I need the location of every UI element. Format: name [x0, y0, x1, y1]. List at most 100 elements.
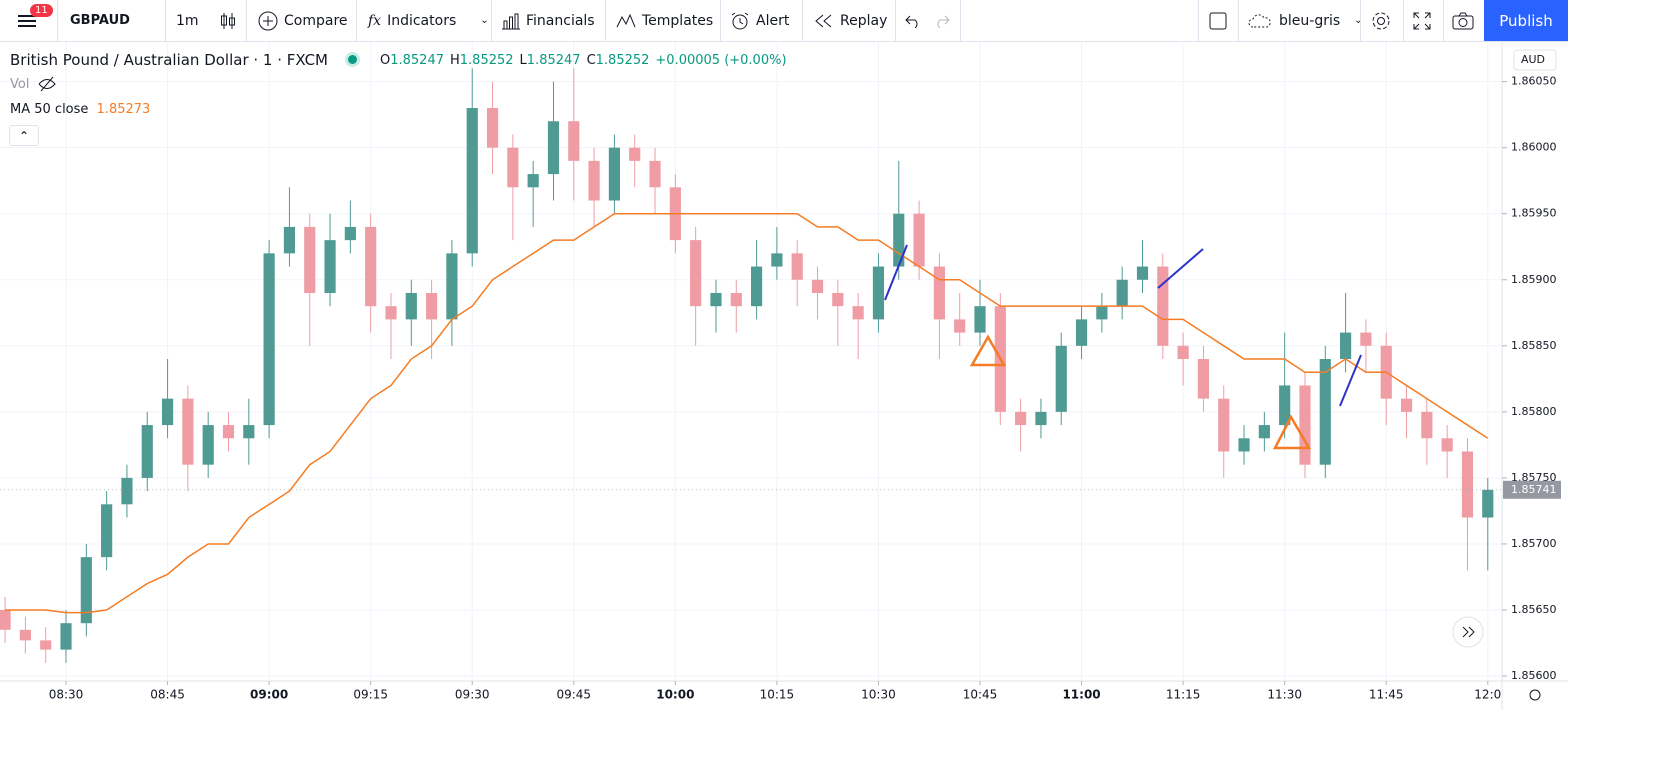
candle-body [1177, 345, 1189, 360]
layout-name[interactable]: bleu-gris ⌄ [1247, 0, 1363, 41]
candle-body [527, 174, 539, 188]
symbol[interactable]: GBPAUD [70, 13, 130, 28]
financials-label: Financials [526, 12, 595, 29]
y-tick-label: 1.85900 [1511, 273, 1557, 286]
candle-body [1055, 345, 1067, 412]
expand-icon [1413, 12, 1431, 29]
y-tick-label: 1.85700 [1511, 537, 1557, 550]
hidden-icon [38, 76, 56, 92]
candle-body [588, 160, 600, 201]
square-icon [1209, 12, 1227, 29]
candle-body [1136, 266, 1149, 280]
candle-body [1461, 451, 1474, 518]
currency-button[interactable] [1513, 49, 1557, 71]
candle-body [141, 425, 153, 478]
compare[interactable]: Compare [258, 0, 348, 41]
candle-body [1238, 438, 1250, 452]
candle-body [1075, 319, 1088, 346]
candle-body [466, 108, 478, 254]
replay[interactable]: Replay [814, 0, 887, 41]
candle-body [791, 253, 803, 280]
candle-body [852, 306, 864, 320]
cloud-icon [1248, 13, 1271, 27]
chart-style[interactable] [220, 0, 236, 41]
candle-body [832, 292, 844, 307]
candle-body [19, 629, 31, 641]
undo-icon [905, 15, 918, 28]
redo[interactable] [934, 0, 950, 41]
candle-body [507, 147, 519, 188]
candle-body [304, 226, 316, 293]
scroll-icon [1462, 626, 1475, 638]
candle-body [1299, 385, 1311, 465]
symbol-title: British Pound / Australian Dollar · 1 · … [10, 51, 329, 69]
candle-body [365, 226, 377, 307]
financials[interactable]: Financials [502, 0, 595, 41]
layout-toggle[interactable] [1208, 0, 1228, 41]
last-price-box [1503, 480, 1561, 499]
gear-icon [1372, 12, 1390, 29]
chevron: ⌄ [1354, 15, 1363, 26]
candle-body [263, 253, 275, 426]
candle-body [730, 292, 742, 307]
y-tick-label: 1.86050 [1511, 75, 1557, 88]
camera-icon [1452, 12, 1474, 29]
candle-body [182, 398, 194, 465]
snapshot[interactable] [1452, 0, 1474, 41]
compare-label: Compare [284, 12, 348, 29]
ma-legend: MA 50 close 1.85273 [10, 102, 150, 117]
indicators[interactable]: fx Indicators ⌄ [368, 0, 489, 41]
y-tick-label: 1.85950 [1511, 207, 1557, 220]
candle-body [385, 306, 397, 320]
axis-settings[interactable] [1529, 689, 1541, 701]
candle-body [710, 292, 722, 307]
templates[interactable]: Templates [616, 0, 713, 41]
candle-body [1279, 385, 1291, 426]
candle-body [426, 292, 438, 320]
toolbar: 11 GBPAUD 1m Compare fx Indicators ⌄ Finan… [0, 0, 1568, 42]
fullscreen[interactable] [1412, 0, 1432, 41]
alert[interactable]: Alert [730, 0, 789, 41]
drawings [884, 244, 1362, 450]
candle-body [161, 398, 174, 426]
candle-body [893, 213, 905, 267]
y-tick-label: 1.85650 [1511, 603, 1557, 616]
undo[interactable] [905, 0, 921, 41]
candle-body [324, 240, 336, 293]
alarm-icon [731, 12, 749, 29]
candle-body [1421, 411, 1433, 439]
candle-body [933, 266, 945, 320]
x-tick-label: 12:0 [1474, 688, 1501, 702]
collapse-button[interactable]: ⌃ [9, 125, 39, 146]
candle-body [405, 292, 417, 320]
candle-body [751, 266, 763, 307]
badge: 11 [30, 4, 53, 17]
candle-body [608, 147, 620, 201]
interval[interactable]: 1m [176, 12, 199, 29]
ohlc-value: 1.85252 [459, 53, 514, 68]
triangle [1272, 414, 1312, 450]
ohlc-value: 1.85252 [595, 53, 650, 68]
ohlc-value: 1.85247 [390, 53, 444, 68]
y-tick-label: 1.85800 [1511, 405, 1557, 418]
ohlc-key: L [519, 53, 527, 68]
candle-body [771, 253, 783, 267]
publish-button[interactable]: Publish [1484, 0, 1568, 41]
layout-label: bleu-gris [1279, 12, 1341, 29]
candle-body [629, 147, 641, 161]
x-tick-label: 11:30 [1267, 688, 1302, 702]
candle-body [243, 425, 255, 439]
candle-body [40, 640, 52, 650]
chevron: ⌄ [480, 15, 489, 26]
replay-icon [815, 14, 832, 27]
candle-body [1096, 306, 1108, 320]
candle-body [1218, 398, 1230, 452]
candle-body [649, 160, 661, 188]
plus-icon [258, 11, 278, 30]
settings[interactable] [1370, 0, 1392, 41]
candle-body [486, 108, 499, 148]
x-tick-label: 11:45 [1369, 688, 1404, 702]
trend-line [1157, 248, 1204, 289]
candle-body [568, 121, 580, 161]
candle-body [954, 319, 966, 333]
